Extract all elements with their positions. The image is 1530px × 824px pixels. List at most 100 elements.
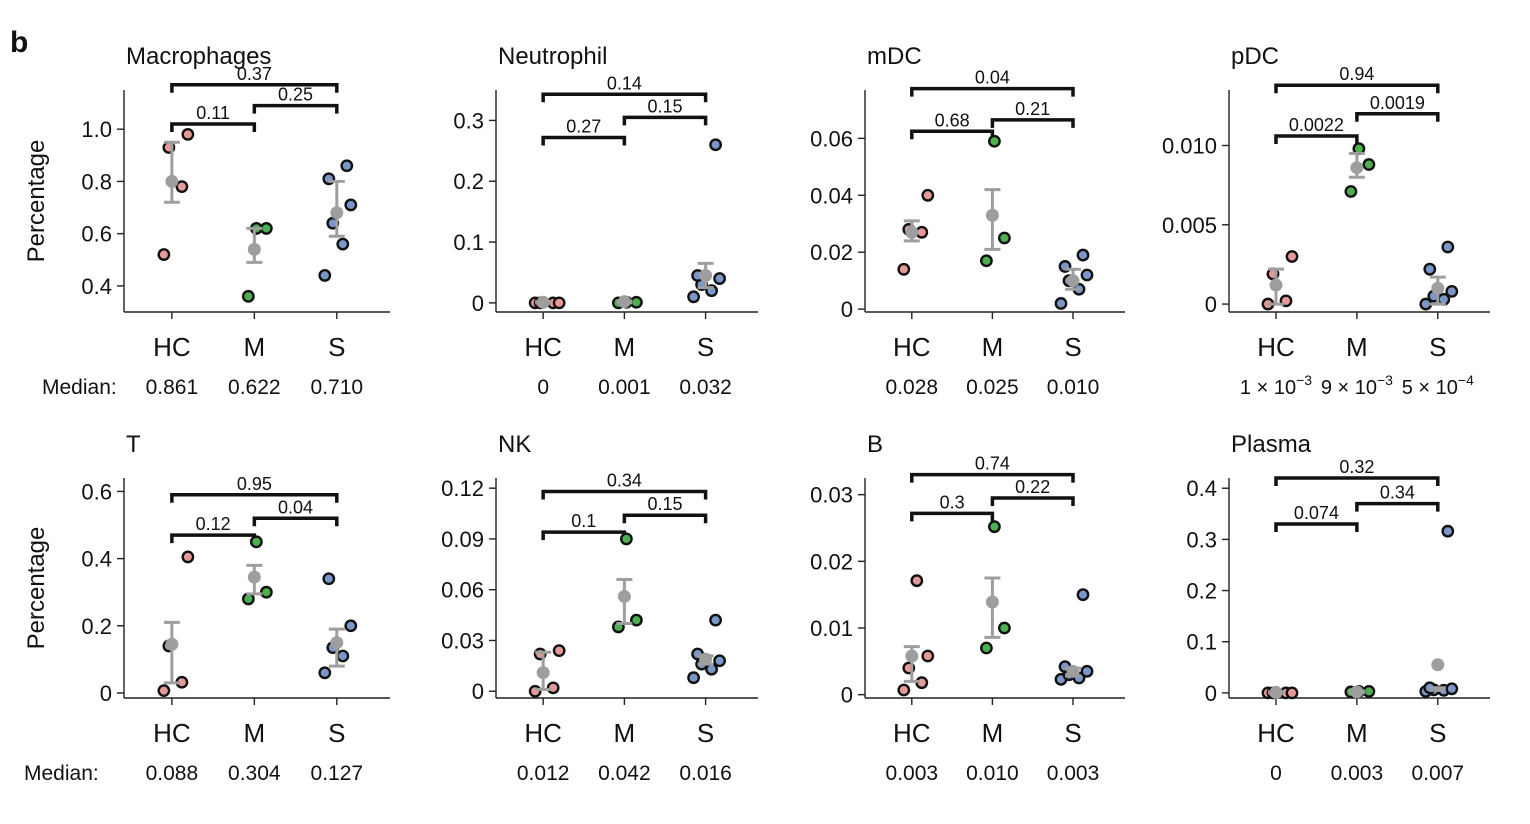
chart-title: B	[867, 431, 883, 458]
significance-bracket	[252, 103, 339, 114]
data-point-s	[322, 572, 336, 586]
data-point-m	[988, 134, 1001, 148]
significance-bracket	[252, 516, 339, 527]
data-point-m	[619, 532, 633, 546]
data-point-s	[709, 613, 722, 627]
median-value: 0.042	[598, 762, 651, 785]
y-tick-label: 0.02	[810, 240, 853, 265]
significance-bracket	[910, 86, 1075, 97]
data-point-hc	[528, 684, 542, 698]
x-tick-label: M	[1346, 718, 1368, 748]
median-value: 0.007	[1412, 762, 1465, 785]
x-tick-label: S	[328, 332, 345, 362]
mean-point	[905, 649, 919, 663]
y-tick-label: 0.6	[81, 222, 112, 247]
x-tick-label: M	[614, 332, 636, 362]
data-point-hc	[897, 683, 911, 697]
chart-nk: NK 0 0.03 0.06 0.09 0.12 HC M S 0.1 0.150.34 0.012 0…	[441, 431, 758, 785]
p-value-label: 0.27	[566, 116, 601, 136]
significance-bracket	[1274, 134, 1359, 144]
y-tick-label: 0.02	[810, 549, 853, 574]
x-tick-label: HC	[153, 332, 191, 362]
p-value-label: 0.94	[1339, 64, 1374, 84]
mean-point	[905, 225, 919, 239]
data-point-s	[1080, 268, 1094, 282]
median-value: 0.025	[966, 376, 1019, 399]
y-tick-label: 0.6	[81, 479, 112, 504]
significance-bracket	[170, 122, 257, 132]
median-value: 0.088	[146, 762, 199, 785]
panel-label: b	[10, 26, 28, 59]
data-point-s	[340, 159, 354, 173]
mean-point	[247, 242, 261, 256]
mean-point	[617, 589, 631, 603]
y-tick-label: 0.4	[81, 274, 112, 299]
data-point-m	[629, 613, 643, 627]
y-tick-label: 0.3	[1186, 527, 1217, 552]
data-point-hc	[181, 127, 195, 141]
median-value: 0.003	[886, 762, 939, 785]
p-value-label: 0.68	[935, 110, 970, 130]
data-point-m	[259, 585, 273, 599]
x-tick-label: HC	[1257, 718, 1295, 748]
data-point-s	[318, 269, 332, 282]
data-point-s	[709, 138, 722, 152]
mean-point	[1431, 281, 1445, 295]
data-point-hc	[181, 550, 195, 564]
x-tick-label: S	[1429, 332, 1446, 362]
y-tick-label: 0.06	[810, 126, 853, 151]
y-tick-label: 0.09	[441, 527, 484, 552]
chart-neutrophil: Neutrophil 0 0.1 0.2 0.3 HC M S 0.27 0.150.14 0 0.0…	[453, 43, 758, 399]
significance-bracket	[622, 115, 708, 126]
median-value: 0	[537, 376, 549, 399]
y-tick-label: 0	[1205, 681, 1217, 706]
chart-title: mDC	[867, 43, 922, 70]
x-tick-label: M	[614, 718, 636, 748]
data-point-s	[1441, 240, 1455, 254]
data-point-m	[998, 621, 1011, 635]
median-value: 0.003	[1331, 762, 1384, 785]
p-value-label: 0.95	[237, 474, 272, 494]
x-tick-label: HC	[153, 718, 191, 748]
significance-bracket	[541, 92, 708, 103]
data-point-s	[687, 671, 700, 685]
y-tick-label: 0.01	[810, 616, 853, 641]
significance-bracket	[910, 511, 995, 522]
mean-point	[247, 570, 261, 584]
significance-bracket	[541, 135, 627, 146]
p-value-label: 0.37	[237, 64, 272, 84]
p-value-label: 0.3	[940, 492, 965, 512]
x-tick-label: M	[244, 718, 266, 748]
p-value-label: 0.11	[196, 103, 230, 123]
y-tick-label: 0	[472, 679, 484, 704]
p-value-label: 0.32	[1339, 457, 1374, 477]
significance-bracket	[910, 472, 1075, 483]
data-point-hc	[921, 649, 935, 663]
y-tick-label: 0	[841, 297, 853, 322]
data-point-s	[1445, 284, 1459, 298]
median-value: 0.010	[966, 762, 1019, 785]
median-value: 0.010	[1047, 376, 1100, 399]
x-tick-label: M	[1346, 332, 1368, 362]
x-tick-label: S	[697, 332, 714, 362]
significance-bracket	[910, 129, 995, 140]
p-value-label: 0.74	[975, 454, 1010, 474]
mean-point	[330, 636, 344, 650]
chart-title: Neutrophil	[498, 43, 607, 70]
mean-point	[1269, 685, 1283, 699]
y-tick-label: 0.04	[810, 183, 853, 208]
significance-bracket	[170, 493, 339, 503]
significance-bracket	[622, 513, 708, 524]
data-point-hc	[910, 574, 924, 588]
mean-point	[536, 295, 550, 309]
y-tick-label: 0.005	[1162, 213, 1217, 238]
data-point-s	[1441, 524, 1455, 538]
x-tick-label: S	[1429, 718, 1446, 748]
chart-pdc: pDC 0 0.005 0.010 HC M S 0.0022 0.0019 0.94 1 × 10…	[1162, 43, 1490, 399]
y-tick-label: 0.8	[81, 169, 112, 194]
x-tick-label: HC	[524, 718, 562, 748]
data-point-hc	[552, 644, 566, 658]
mean-point	[1350, 685, 1364, 699]
data-point-hc	[175, 180, 189, 194]
